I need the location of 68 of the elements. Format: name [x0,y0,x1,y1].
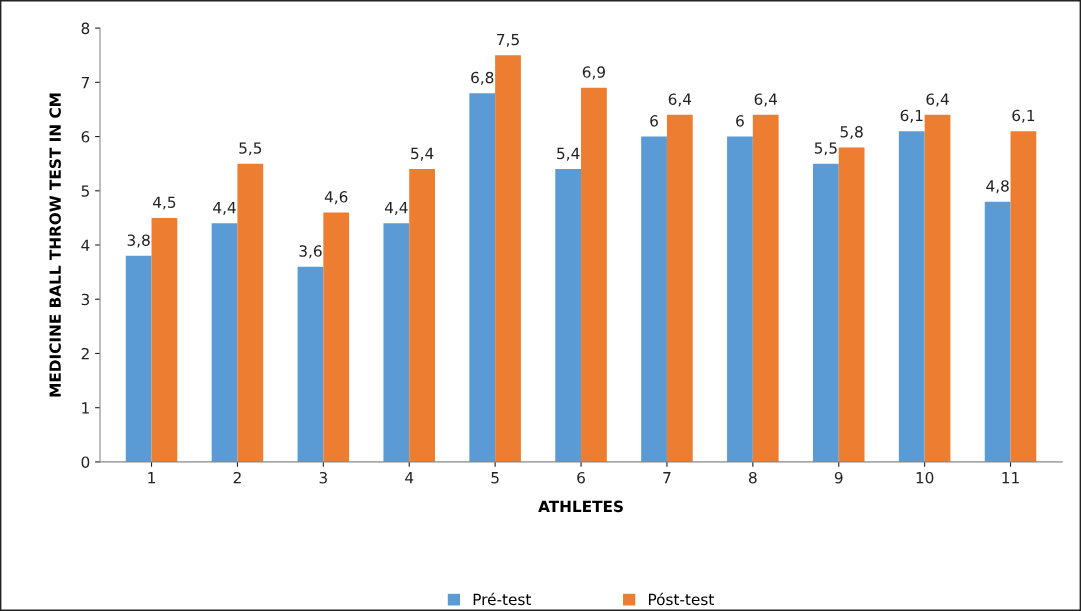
x-tick-label: 2 [233,471,241,484]
data-label: 6,1 [900,109,923,123]
data-label: 3,6 [299,245,322,259]
data-label: 5,8 [840,125,863,140]
data-label: 4,6 [324,191,348,205]
data-label: 6,4 [926,93,949,107]
x-axis-title: ATHLETES [538,500,623,513]
y-tick-label: 8 [81,22,90,35]
y-tick-label: 5 [81,185,89,197]
bar [297,266,324,462]
bar [898,131,925,462]
x-tick-label: 10 [916,471,934,484]
data-label: 4,4 [384,202,408,215]
bar [581,87,607,462]
bar [666,114,693,462]
data-label: 7,5 [497,33,519,47]
y-axis-title: MEDICINE BALL THROW TEST IN CM [49,93,61,397]
x-tick-label: 7 [663,472,671,484]
y-tick-label: 0 [81,456,90,468]
y-tick-label: 7 [81,77,89,89]
data-label: 6,1 [1012,109,1035,123]
x-tick-label: 9 [834,471,843,484]
data-label: 6,9 [582,66,605,80]
data-label: 5,4 [411,147,434,161]
data-label: 6,4 [754,93,778,107]
bar [323,212,350,462]
bar [125,255,152,462]
data-label: 5,4 [557,147,580,161]
x-tick-label: 3 [319,471,327,484]
legend-label: Pré-test [473,592,531,606]
x-tick-label: 8 [749,471,757,484]
x-tick-label: 6 [577,471,585,484]
data-label: 6,8 [471,71,494,85]
bar [555,169,582,462]
bar [1010,131,1037,462]
data-label: 4,8 [986,180,1009,194]
data-label: 5,5 [239,142,262,156]
bar [211,223,238,462]
x-tick-label: 5 [491,472,499,484]
bar [409,169,436,462]
bar [237,163,264,462]
bar [641,136,667,462]
bar [469,93,496,462]
y-tick-label: 3 [81,293,90,306]
data-label: 4,4 [213,202,236,215]
bar [812,163,839,462]
x-tick-label: 4 [405,472,414,484]
data-label: 6 [736,115,744,127]
y-tick-label: 4 [81,239,90,251]
data-label: 6 [650,115,658,127]
x-tick-label: 11 [1002,472,1019,484]
bar [383,223,410,462]
bar [838,147,865,462]
legend-label: Póst-test [648,592,714,606]
data-label: 6,4 [668,93,692,107]
y-tick-label: 6 [81,131,90,143]
bar [151,217,178,462]
bar [984,201,1011,462]
data-label: 3,8 [127,234,150,248]
data-label: 4,5 [153,196,176,210]
bar [727,136,753,462]
bar [495,55,521,462]
data-label: 5,5 [814,142,837,156]
bar [752,114,779,462]
x-tick-label: 1 [148,472,155,484]
y-tick-label: 1 [82,402,89,414]
bar [924,114,951,462]
y-tick-label: 2 [81,347,89,360]
